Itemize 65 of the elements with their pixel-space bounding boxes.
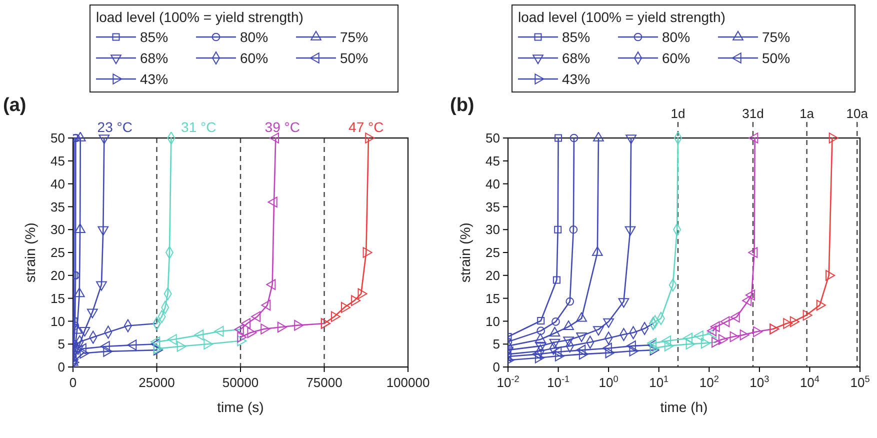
legend-label: 80% — [240, 29, 268, 45]
ref-line-label: 10a — [846, 106, 869, 121]
legend-label: 85% — [140, 29, 168, 45]
legend-label: 60% — [240, 50, 268, 66]
text: 47 °C — [348, 119, 384, 135]
x-tick-label: 25000 — [138, 375, 175, 390]
y-tick-label: 40 — [50, 176, 65, 192]
y-tick-label: 30 — [50, 222, 65, 238]
x-axis-title: time (s) — [217, 399, 264, 415]
y-axis-title: strain (%) — [457, 222, 473, 282]
y-tick-label: 35 — [486, 199, 500, 214]
y-tick-label: 15 — [486, 290, 500, 306]
x-tick-label: 50000 — [222, 375, 259, 390]
x-tick-label: 10$^{-2}$ — [496, 374, 520, 390]
y-tick-label: 0 — [492, 360, 500, 375]
legend-label: 43% — [562, 71, 590, 87]
ref-line-label: 1a — [800, 106, 815, 121]
x-tick-label: 75000 — [306, 375, 342, 390]
y-tick-label: 5 — [58, 336, 65, 352]
y-tick-label: 35 — [50, 199, 65, 214]
y-tick-label: 45 — [486, 153, 500, 168]
x-tick-label: 0 — [69, 375, 77, 390]
legend-label: 50% — [340, 50, 368, 66]
ref-line-label: 31d — [742, 106, 764, 121]
y-tick-label: 30 — [486, 222, 500, 238]
y-tick-label: 10 — [50, 314, 65, 329]
legend-label: 60% — [662, 50, 690, 66]
legend-label: 43% — [140, 71, 168, 87]
text: 23 °C — [97, 119, 132, 135]
y-tick-label: 25 — [486, 245, 500, 260]
legend-label: 80% — [662, 29, 690, 45]
y-tick-label: 15 — [50, 290, 65, 306]
legend-label: 68% — [562, 50, 590, 66]
legend-label: 75% — [762, 29, 790, 45]
x-tick-label: 10$^{1}$ — [649, 374, 669, 390]
x-tick-label: 10$^{2}$ — [699, 374, 719, 390]
chart-title: (b) — [450, 95, 474, 116]
y-axis-title: strain (%) — [22, 222, 38, 282]
y-tick-label: 5 — [492, 336, 500, 352]
y-tick-label: 0 — [58, 360, 65, 375]
y-tick-label: 45 — [50, 153, 65, 168]
y-tick-label: 50 — [50, 130, 65, 146]
legend-label: 68% — [140, 50, 168, 66]
y-tick-label: 40 — [486, 176, 500, 192]
chart-title: (a) — [3, 95, 26, 116]
legend-label: 75% — [340, 29, 368, 45]
y-tick-label: 20 — [486, 268, 500, 283]
ref-line-label: 1d — [670, 106, 686, 121]
x-tick-label: 10$^{-1}$ — [547, 374, 570, 390]
text: 39 °C — [264, 119, 300, 135]
x-tick-label: 100000 — [386, 375, 430, 390]
y-tick-label: 20 — [50, 268, 65, 283]
text: 31 °C — [181, 119, 216, 135]
legend-label: 50% — [762, 50, 790, 66]
x-tick-label: 10$^{4}$ — [800, 374, 820, 390]
y-tick-label: 50 — [486, 130, 500, 146]
x-axis-title: time (h) — [660, 399, 708, 415]
legend-title: load level (100% = yield strength) — [96, 9, 304, 25]
x-tick-label: 10$^{5}$ — [850, 374, 870, 390]
y-tick-label: 10 — [486, 314, 500, 329]
x-tick-label: 10$^{0}$ — [598, 374, 618, 390]
legend-label: 85% — [562, 29, 590, 45]
y-tick-label: 25 — [50, 245, 65, 260]
x-tick-label: 10$^{3}$ — [750, 374, 770, 390]
legend-title: load level (100% = yield strength) — [518, 9, 726, 25]
